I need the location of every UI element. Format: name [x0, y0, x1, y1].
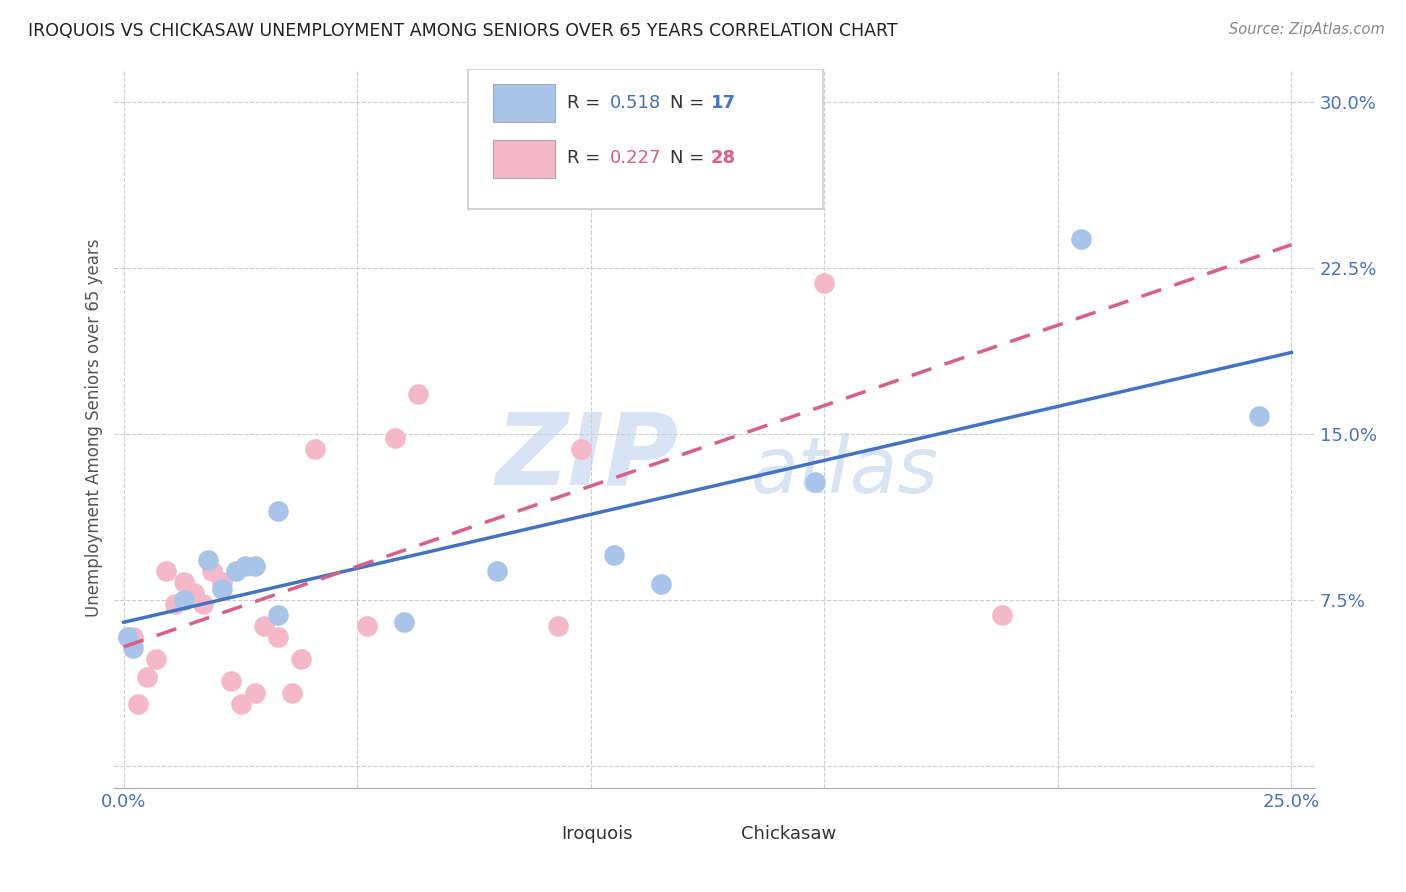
FancyBboxPatch shape — [682, 821, 733, 849]
Point — [813, 276, 835, 290]
Point — [991, 608, 1014, 623]
Text: ZIP: ZIP — [495, 409, 679, 506]
Point — [804, 475, 827, 490]
Point — [229, 697, 252, 711]
Point — [165, 597, 187, 611]
Point — [122, 641, 145, 656]
Point — [183, 586, 205, 600]
Text: IROQUOIS VS CHICKASAW UNEMPLOYMENT AMONG SENIORS OVER 65 YEARS CORRELATION CHART: IROQUOIS VS CHICKASAW UNEMPLOYMENT AMONG… — [28, 22, 898, 40]
Point — [304, 442, 326, 456]
Point — [155, 564, 177, 578]
Text: Iroquois: Iroquois — [561, 825, 633, 844]
Point — [145, 652, 167, 666]
FancyBboxPatch shape — [502, 821, 553, 849]
Point — [267, 504, 290, 518]
Text: Source: ZipAtlas.com: Source: ZipAtlas.com — [1229, 22, 1385, 37]
Point — [117, 630, 139, 644]
Point — [650, 577, 672, 591]
Point — [243, 685, 266, 699]
Point — [201, 564, 224, 578]
Point — [571, 442, 593, 456]
Point — [267, 630, 290, 644]
Point — [720, 165, 742, 179]
Text: 28: 28 — [711, 150, 737, 168]
Point — [392, 615, 415, 629]
FancyBboxPatch shape — [468, 69, 823, 209]
Text: N =: N = — [671, 94, 710, 112]
FancyBboxPatch shape — [492, 85, 555, 121]
Text: Chickasaw: Chickasaw — [741, 825, 837, 844]
Point — [267, 608, 290, 623]
Point — [173, 592, 195, 607]
Point — [486, 564, 509, 578]
Point — [384, 431, 406, 445]
Point — [211, 574, 233, 589]
Point — [173, 574, 195, 589]
Text: R =: R = — [567, 150, 606, 168]
Point — [219, 674, 242, 689]
Point — [253, 619, 276, 633]
Text: R =: R = — [567, 94, 606, 112]
Point — [603, 549, 626, 563]
Point — [127, 697, 149, 711]
Point — [233, 559, 256, 574]
Point — [1247, 409, 1270, 423]
Point — [356, 619, 378, 633]
Point — [281, 685, 304, 699]
Text: N =: N = — [671, 150, 710, 168]
Point — [197, 553, 219, 567]
Point — [191, 597, 214, 611]
Text: 0.518: 0.518 — [610, 94, 661, 112]
FancyBboxPatch shape — [492, 140, 555, 178]
Point — [117, 630, 139, 644]
Point — [290, 652, 312, 666]
Point — [1070, 232, 1092, 246]
Point — [406, 386, 429, 401]
Point — [547, 619, 569, 633]
Point — [122, 630, 145, 644]
Text: 0.227: 0.227 — [610, 150, 662, 168]
Y-axis label: Unemployment Among Seniors over 65 years: Unemployment Among Seniors over 65 years — [86, 239, 103, 617]
Text: atlas: atlas — [751, 434, 938, 509]
Point — [136, 670, 159, 684]
Point — [225, 564, 247, 578]
Point — [243, 559, 266, 574]
Text: 17: 17 — [711, 94, 735, 112]
Point — [211, 582, 233, 596]
